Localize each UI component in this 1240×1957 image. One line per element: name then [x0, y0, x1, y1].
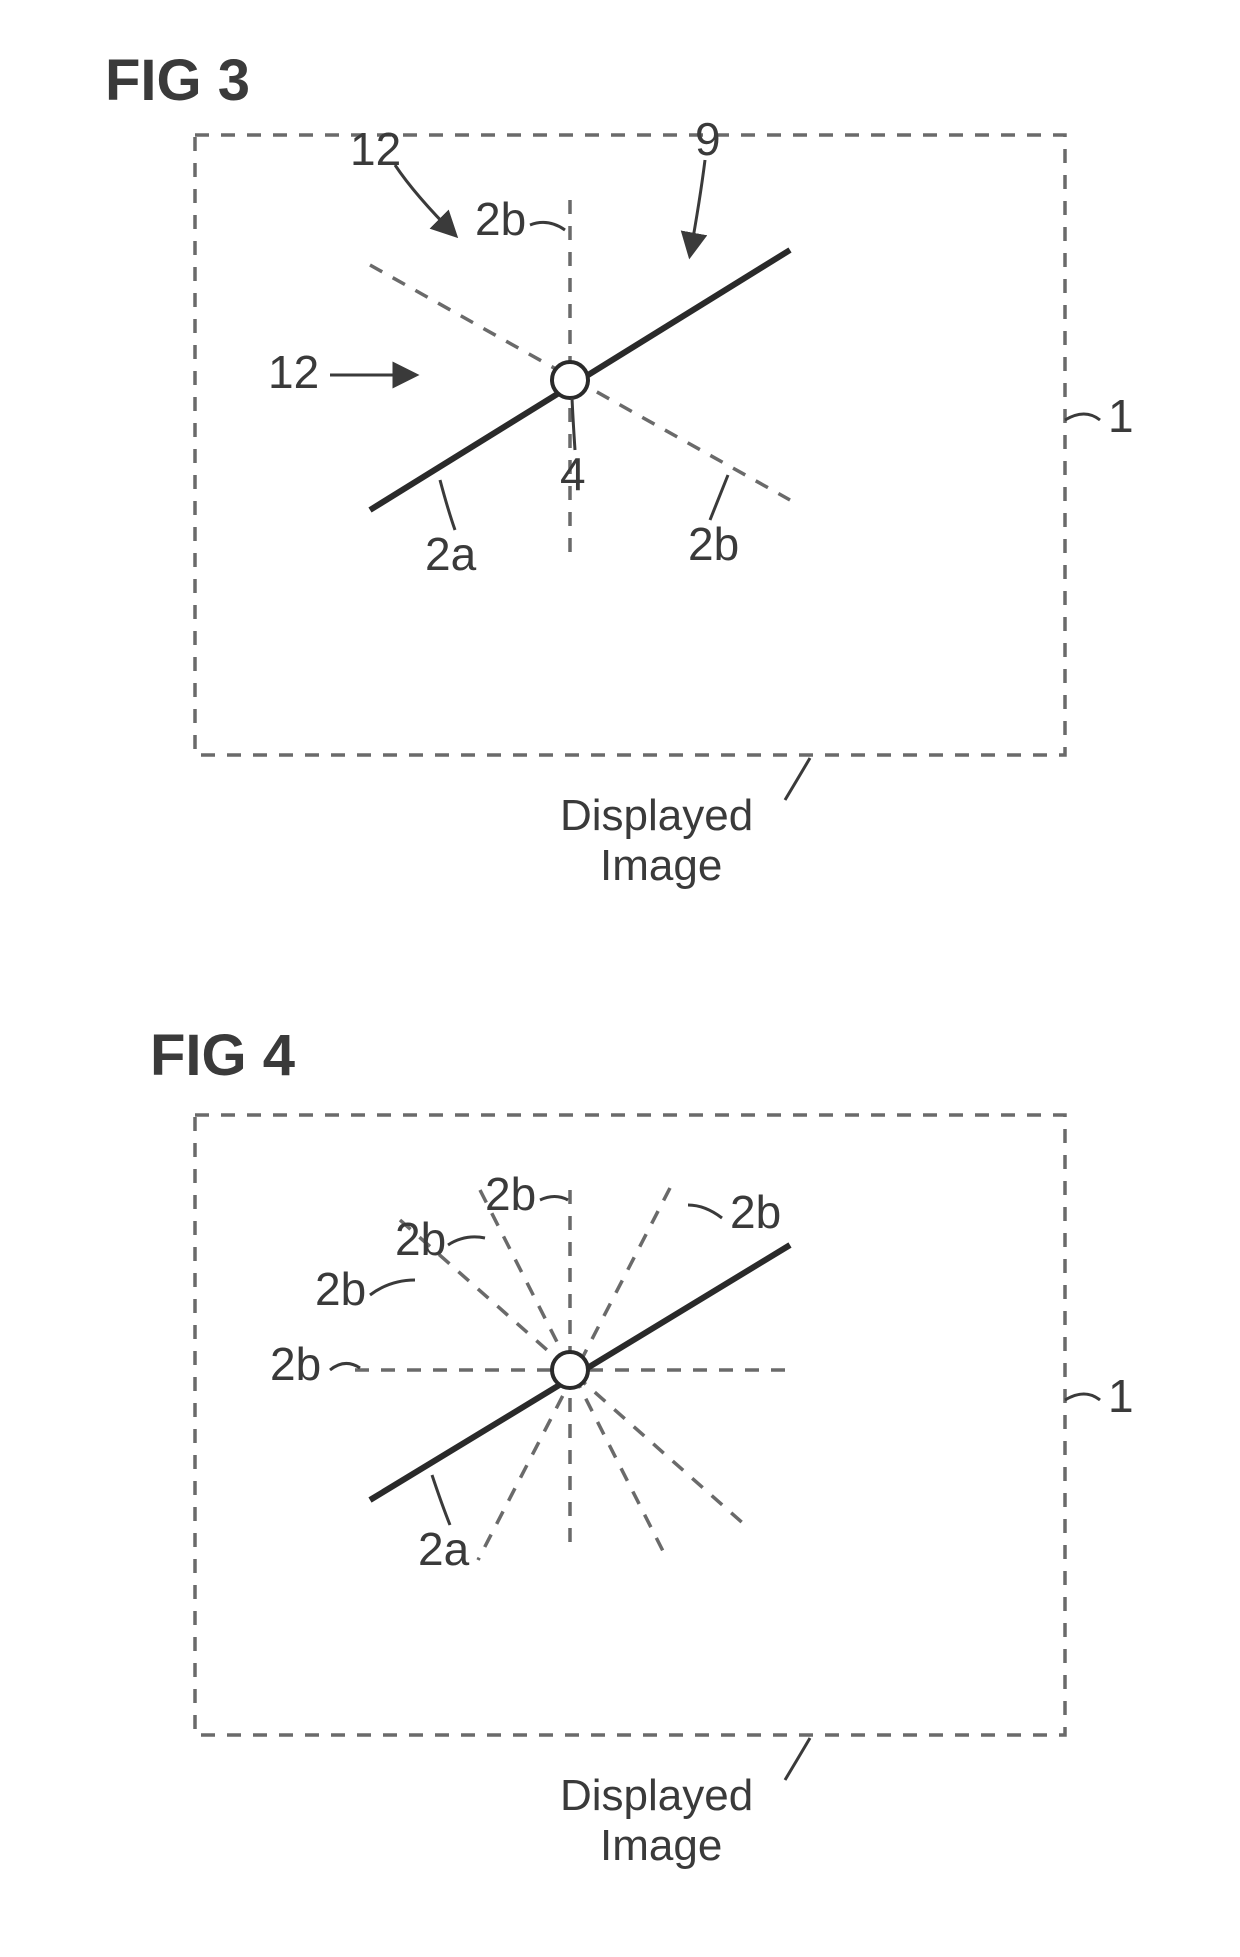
- fig4-leader-2b-3: [370, 1280, 415, 1295]
- diagram-canvas: FIG 3 12 9 2b 12 4 2a 2b 1 Displayed Ima…: [0, 0, 1240, 1957]
- fig4-leader-2b-2: [448, 1237, 485, 1245]
- fig3-leader-4: [572, 398, 575, 450]
- fig4-label-2b-4: 2b: [270, 1338, 321, 1390]
- fig3-label-12-top: 12: [350, 123, 401, 175]
- fig4-label-2b-1: 2b: [485, 1168, 536, 1220]
- fig3-leader-1: [1065, 414, 1100, 420]
- fig3-caption-leader: [785, 758, 810, 800]
- fig4-label-2b-3: 2b: [315, 1263, 366, 1315]
- fig4-label-2a: 2a: [418, 1523, 470, 1575]
- fig3-frame: [195, 135, 1065, 755]
- fig3-leader-2b-top: [530, 222, 565, 230]
- fig3-caption-line2: Image: [600, 841, 722, 890]
- fig4-label-2b-2: 2b: [395, 1213, 446, 1265]
- fig3-leader-2b-right: [710, 475, 728, 520]
- fig3-label-4: 4: [560, 448, 586, 500]
- fig3-label-2b-right: 2b: [688, 518, 739, 570]
- fig4-caption-leader: [785, 1738, 810, 1780]
- fig3-caption-line1: Displayed: [560, 791, 753, 840]
- fig3-leader-12-top: [395, 165, 455, 235]
- fig3-leader-9: [690, 160, 705, 255]
- fig4-frame: [195, 1115, 1065, 1735]
- fig3-label-9: 9: [695, 113, 721, 165]
- fig3-label-12-left: 12: [268, 346, 319, 398]
- fig3-title: FIG 3: [105, 48, 250, 113]
- fig4-label-1: 1: [1108, 1370, 1134, 1422]
- fig3-label-2b-top: 2b: [475, 193, 526, 245]
- fig4-title: FIG 4: [150, 1023, 295, 1088]
- fig4-caption-line2: Image: [600, 1821, 722, 1870]
- page: FIG 3 12 9 2b 12 4 2a 2b 1 Displayed Ima…: [0, 0, 1240, 1957]
- fig4-leader-1: [1065, 1394, 1100, 1400]
- fig4-label-2b-5: 2b: [730, 1186, 781, 1238]
- fig3-label-1: 1: [1108, 390, 1134, 442]
- fig3-leader-2a: [440, 480, 455, 530]
- fig4-leader-2a: [432, 1475, 450, 1525]
- fig4-leader-2b-1: [540, 1197, 568, 1201]
- fig3-label-2a: 2a: [425, 528, 477, 580]
- fig3-center-circle: [552, 362, 588, 398]
- fig4-leader-2b-5: [688, 1205, 722, 1218]
- fig4-caption-line1: Displayed: [560, 1771, 753, 1820]
- fig4-center-circle: [552, 1352, 588, 1388]
